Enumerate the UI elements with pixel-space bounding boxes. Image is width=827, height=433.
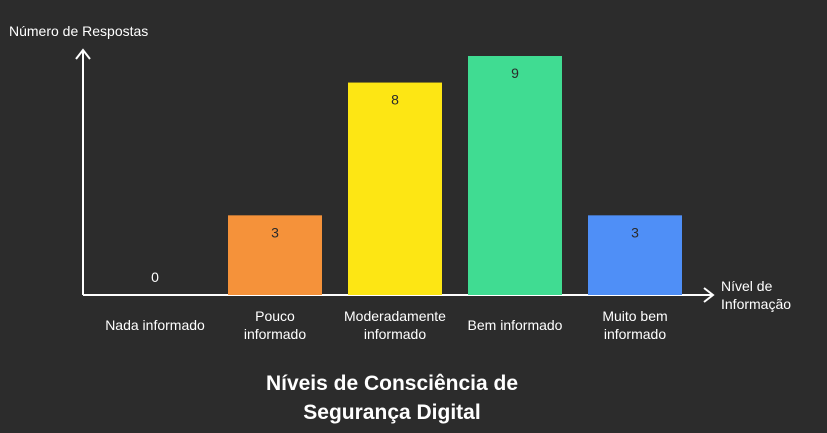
bar-3 [468,56,562,295]
x-tick-label-1: Pouco informado [244,308,306,342]
data-label-1: 3 [271,224,279,240]
data-label-2: 8 [391,92,399,108]
data-labels: 0 3 8 9 3 [151,65,639,285]
bar-4 [588,215,682,295]
x-axis-arrow [703,287,715,303]
y-axis-title: Número de Respostas [9,23,148,39]
x-tick-label-4: Muito bem informado [602,308,667,342]
data-label-3: 9 [511,65,519,81]
bars-group [228,56,682,295]
bar-2 [348,82,442,295]
x-axis-title: Nível de Informação [721,278,791,312]
x-tick-label-3: Bem informado [468,317,563,333]
x-tick-labels: Nada informado Pouco informado Moderadament… [105,308,667,342]
x-tick-label-0: Nada informado [105,317,205,333]
y-axis-arrow [75,48,91,60]
data-label-4: 3 [631,224,639,240]
chart-title: Níveis de Consciência de Segurança Digita… [266,372,518,424]
x-tick-label-2: Moderadamente informado [344,308,446,342]
bar-1 [228,215,322,295]
data-label-0: 0 [151,269,159,285]
